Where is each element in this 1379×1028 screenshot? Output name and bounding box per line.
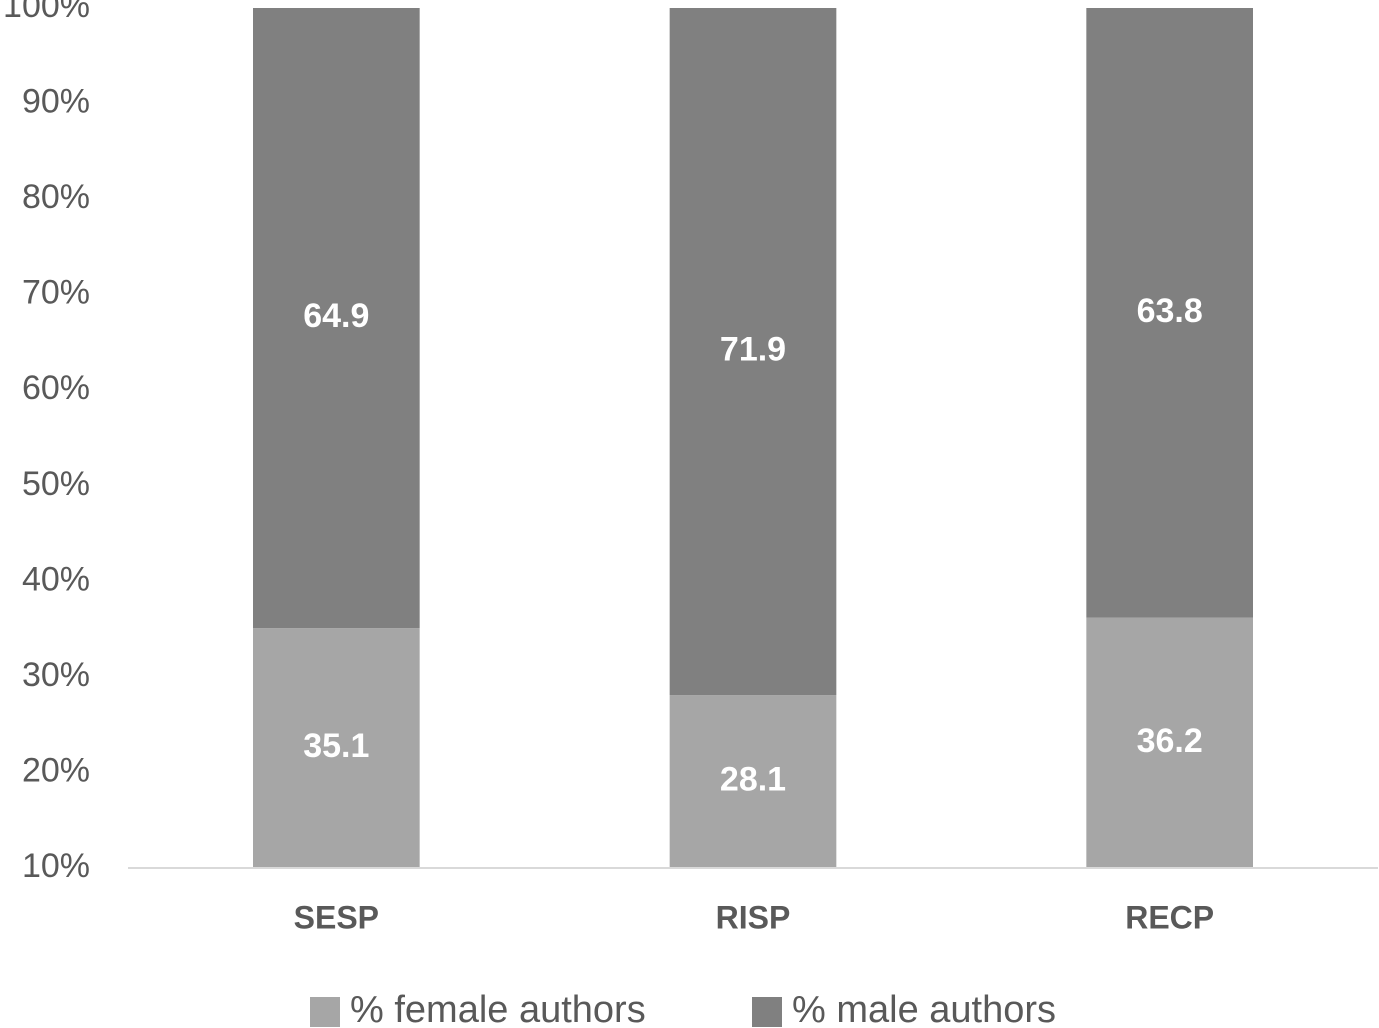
x-tick-label: SESP	[294, 899, 379, 935]
y-tick-label: 100%	[3, 0, 90, 25]
y-tick-label: 40%	[22, 560, 90, 598]
data-label: 63.8	[1137, 292, 1203, 330]
y-tick-label: 20%	[22, 751, 90, 789]
y-tick-label: 10%	[22, 847, 90, 885]
data-label: 28.1	[720, 761, 786, 799]
bar-segment	[253, 8, 420, 629]
legend-label: % male authors	[792, 989, 1056, 1028]
x-tick-label: RECP	[1125, 899, 1214, 935]
y-tick-label: 50%	[22, 465, 90, 503]
data-label: 64.9	[303, 297, 369, 335]
bar-segment	[1086, 617, 1253, 868]
bar-segment	[1086, 8, 1253, 618]
x-tick-label: RISP	[716, 899, 791, 935]
data-label: 71.9	[720, 331, 786, 369]
legend-label: % female authors	[350, 989, 646, 1028]
legend-swatch	[752, 997, 782, 1027]
y-tick-label: 80%	[22, 178, 90, 216]
bar-segment	[253, 628, 420, 868]
legend-swatch	[310, 997, 340, 1027]
y-tick-label: 30%	[22, 656, 90, 694]
data-label: 35.1	[303, 727, 369, 765]
y-tick-label: 90%	[22, 83, 90, 121]
bar-segment	[669, 695, 837, 868]
y-tick-label: 60%	[22, 369, 90, 407]
y-tick-label: 70%	[22, 274, 90, 312]
data-label: 36.2	[1137, 722, 1203, 760]
bar-segment	[669, 8, 837, 696]
